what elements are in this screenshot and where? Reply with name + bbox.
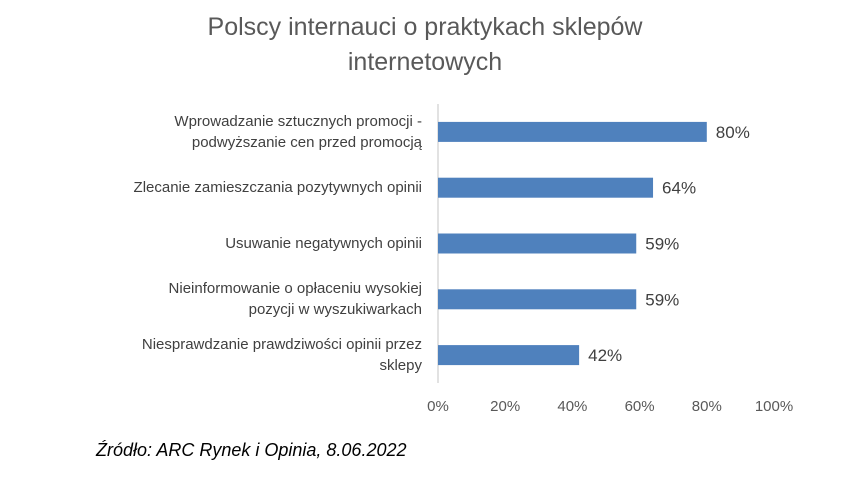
bar <box>438 121 707 142</box>
bar <box>438 289 637 310</box>
category-label-line: Zlecanie zamieszczania pozytywnych opini… <box>133 179 422 197</box>
category-label-line: Wprowadzanie sztucznych promocji - <box>174 112 422 130</box>
category-label-line: Usuwanie negatywnych opinii <box>225 235 422 252</box>
x-tick-label: 100% <box>755 398 793 415</box>
category-label-line: pozycji w wyszukiwarkach <box>248 301 422 319</box>
data-label: 42% <box>588 346 622 365</box>
chart-title-line-2: internetowych <box>347 48 503 76</box>
data-label: 59% <box>645 290 679 309</box>
category-label-line: Niesprawdzanie prawdziwości opinii przez <box>141 336 422 354</box>
category-label-line: podwyższanie cen przed promocją <box>191 133 422 151</box>
bar <box>438 233 637 254</box>
category-label: Niesprawdzanie prawdziwości opinii przez… <box>92 334 422 376</box>
data-label: 59% <box>645 235 679 254</box>
source-note: Źródło: ARC Rynek i Opinia, 8.06.2022 <box>96 440 407 460</box>
category-label: Zlecanie zamieszczania pozytywnych opini… <box>92 177 422 198</box>
category-label-line: sklepy <box>379 357 422 375</box>
category-label: Usuwanie negatywnych opinii <box>92 233 422 254</box>
x-tick-label: 60% <box>625 398 655 415</box>
category-label-line: Nieinformowanie o opłaceniu wysokiej <box>168 280 422 298</box>
category-label: Nieinformowanie o opłaceniu wysokiej pozy… <box>92 278 422 320</box>
x-tick-label: 40% <box>557 398 587 415</box>
x-tick-label: 80% <box>692 398 722 415</box>
data-label: 80% <box>716 123 750 142</box>
bar <box>438 177 654 198</box>
data-label: 64% <box>662 179 696 198</box>
chart-title-line-1: Polscy internauci o praktykach sklepów <box>207 13 643 41</box>
x-tick-label: 20% <box>490 398 520 415</box>
bar <box>438 345 580 366</box>
x-tick-label: 0% <box>427 398 449 415</box>
category-label: Wprowadzanie sztucznych promocji - podwyż… <box>92 111 422 153</box>
chart-title: Polscy internauci o praktykach sklepów i… <box>165 10 685 80</box>
